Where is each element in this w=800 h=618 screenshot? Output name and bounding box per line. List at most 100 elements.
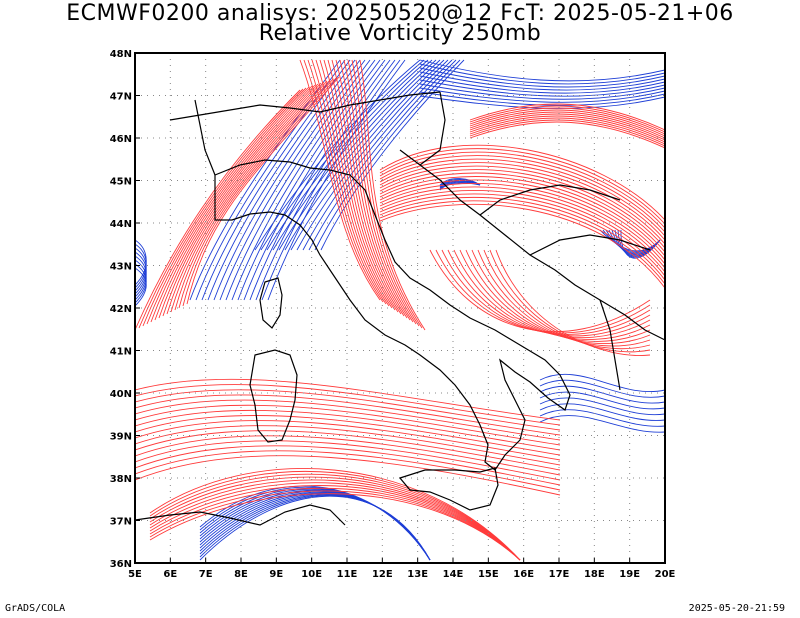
positive-contour [379,169,665,249]
lat-label: 42N [110,304,132,315]
latitude-axis: 36N 37N 38N 39N 40N 41N 42N 43N 44N 45N 46N 47N 48N [110,49,140,570]
lon-label: 18E [584,569,605,580]
positive-contour [170,80,328,313]
positive-contour [150,85,313,323]
lon-label: 19E [619,569,640,580]
positive-contour [149,479,521,561]
positive-contour [166,81,325,315]
negative-contour [278,59,437,251]
positive-contour [135,384,561,426]
positive-contour [469,117,665,145]
negative-contour [439,182,481,191]
positive-contour [135,394,561,436]
negative-contour [419,71,665,91]
positive-contour [359,59,426,331]
positive-contour [182,77,337,307]
positive-contour [469,111,665,139]
lat-label: 38N [110,474,132,485]
positive-contour [379,144,665,221]
lon-label: 20E [655,569,676,580]
grads-credit: GrADS/COLA [5,603,66,614]
positive-contour [347,59,417,325]
positive-contour [469,119,665,147]
map-title: ECMWF0200 analisys: 20250520@12 FcT: 202… [66,1,734,26]
negative-contour [539,415,665,433]
positive-contour [138,88,304,329]
negative-contour [419,63,665,85]
positive-contour [158,83,319,319]
positive-contour [379,148,665,225]
positive-contour [379,193,665,277]
negative-contour [255,59,396,301]
positive-contour [469,121,665,149]
map-subtitle: Relative Vorticity 250mb [258,21,542,46]
positive-contour [135,450,561,491]
lon-label: 15E [478,569,499,580]
negative-contour [539,379,665,398]
lon-label: 16E [513,569,534,580]
negative-contour [296,59,449,251]
lat-label: 46N [110,134,132,145]
negative-contour [213,59,361,301]
positive-contour [435,249,651,334]
positive-contour [162,82,322,317]
positive-contour [447,249,651,337]
positive-contour [379,200,665,285]
negative-contour [419,87,665,103]
positive-contour [469,105,665,133]
positive-contour [135,420,561,461]
positive-contour [149,473,521,561]
coastlines-and-borders [135,91,665,526]
positive-contour [135,440,561,481]
positive-contour [379,155,665,233]
lon-label: 10E [301,569,322,580]
positive-vorticity-contours [135,59,665,561]
lat-label: 37N [110,517,132,528]
negative-contour [135,267,147,307]
lat-label: 48N [110,49,132,60]
lon-label: 7E [199,569,213,580]
negative-contour [260,59,425,251]
lat-lon-grid [135,53,665,563]
negative-contour [419,95,665,109]
lon-label: 8E [234,569,248,580]
positive-contour [149,482,521,561]
positive-contour [135,399,561,441]
negative-contour [419,79,665,97]
positive-contour [178,78,334,309]
map-plot-area [135,53,665,563]
positive-contour [303,59,384,303]
lat-label: 36N [110,559,132,570]
negative-contour [199,493,431,561]
positive-contour [299,59,381,301]
positive-contour [311,59,390,307]
negative-contour [539,391,665,410]
positive-contour [149,485,521,561]
render-timestamp: 2025-05-20-21:59 [688,603,785,614]
positive-contour [379,162,665,241]
negative-contour [539,385,665,404]
positive-contour [351,59,420,327]
positive-contour [379,165,665,245]
lon-label: 6E [163,569,177,580]
longitude-axis: 5E 6E 7E 8E 9E 10E 11E 12E 13E 14E 15E 16E 17E 18E 19E… [128,558,676,580]
lon-label: 12E [372,569,393,580]
lat-label: 41N [110,347,132,358]
positive-contour [469,115,665,143]
positive-contour [469,109,665,137]
lon-label: 13E [407,569,428,580]
negative-contour [254,59,421,251]
lat-label: 44N [110,219,132,230]
positive-contour [331,59,405,317]
negative-contour [419,75,665,94]
positive-contour [483,249,651,350]
positive-contour [379,158,665,237]
negative-contour [419,83,665,100]
negative-contour [302,59,453,251]
positive-contour [149,490,521,561]
lon-label: 9E [269,569,283,580]
negative-contour [539,397,665,416]
positive-contour [135,378,561,421]
positive-contour [471,249,651,344]
positive-contour [379,196,665,281]
